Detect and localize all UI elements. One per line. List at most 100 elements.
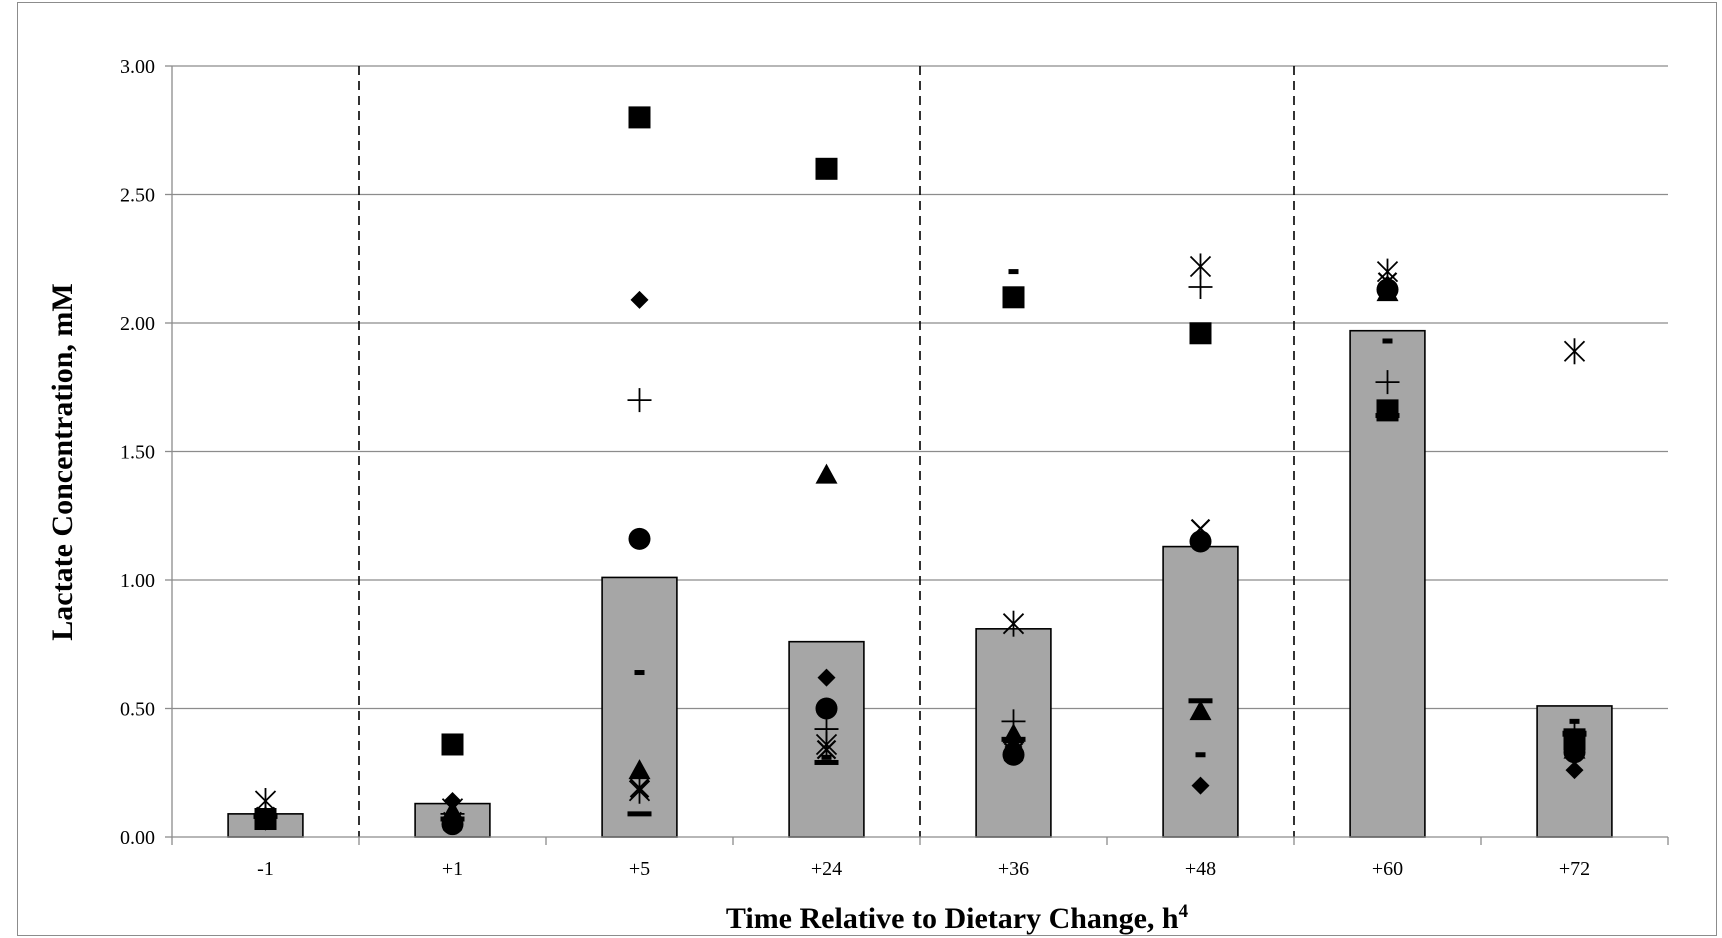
diamond-marker [630,290,649,309]
long-dash-shape [814,759,839,765]
square-shape [628,106,651,129]
y-tick-label: 2.00 [120,313,155,335]
x-tick-label: +5 [629,858,650,880]
square-marker [1376,399,1399,422]
dash-marker [1569,718,1580,724]
circle-marker [1189,530,1212,553]
x-stroke [1564,737,1585,757]
plus-marker [1375,370,1400,395]
circle-shape [815,697,838,720]
square-shape [1376,399,1399,422]
square-shape [815,157,838,180]
x-stroke [1190,518,1211,539]
axes: 0.00 0.50 1.00 1.50 2.00 2.50 3.00 -1 +1 +5 +24 +36… [120,56,1669,880]
dash-shape [1569,718,1580,724]
dash-shape [1195,752,1206,758]
y-tick-label: 0.00 [120,827,155,849]
triangle-shape [815,463,838,484]
x-tick-label: +24 [811,858,842,880]
plus-marker [440,801,465,826]
plus-marker [1001,709,1026,734]
square-marker [441,733,464,756]
x-marker [1190,518,1211,539]
triangle-marker [815,463,838,484]
dividers [358,66,1295,837]
dash-marker [821,754,832,760]
x-tick-label: +48 [1185,858,1216,880]
long-dash-marker [1188,698,1213,704]
long-dash-shape [1001,736,1026,742]
x-tick-label: +36 [998,858,1029,880]
long-dash-marker [1001,736,1026,742]
long-dash-marker [1562,731,1587,737]
square-marker [1189,322,1212,345]
dash-shape [634,670,645,676]
x-axis-title-text: Time Relative to Dietary Change, h [726,902,1179,935]
diamond-shape [1565,761,1584,780]
triangle-shape [628,759,651,780]
plus-marker [253,801,278,826]
circle-marker [1563,741,1586,764]
dash-shape [1008,269,1019,275]
x-tick-label: +1 [442,858,463,880]
y-tick-label: 2.50 [120,185,155,207]
star-marker [628,777,651,804]
long-dash-shape [627,811,652,817]
long-dash-shape [1562,731,1587,737]
triangle-marker [628,759,651,780]
diamond-shape [1191,776,1210,795]
circle-shape [1002,743,1025,766]
square-marker [1002,286,1025,309]
long-dash-marker [253,813,278,819]
x-marker [1003,742,1024,762]
circle-shape [1563,741,1586,764]
x-tick-label: -1 [257,858,274,880]
long-dash-marker [814,759,839,765]
star-marker [1002,610,1025,637]
x-tick-label: +72 [1559,858,1590,880]
long-dash-marker [627,811,652,817]
chart-frame [17,2,1717,936]
y-tick-label: 0.50 [120,699,155,721]
dash-marker [634,670,645,676]
triangle-marker [1189,700,1212,721]
dash-marker [1008,269,1019,275]
square-shape [441,733,464,756]
y-tick-label: 1.00 [120,570,155,592]
plus-marker [627,388,652,413]
plus-marker [1188,275,1213,300]
diamond-shape [630,290,649,309]
x-tick-label: +60 [1372,858,1403,880]
square-marker [628,106,651,129]
long-dash-marker [440,816,465,822]
star-marker [1376,258,1399,285]
diamond-marker [817,668,836,687]
square-marker [815,157,838,180]
y-tick-label: 1.50 [120,442,155,464]
star-marker [1563,338,1586,365]
long-dash-marker [1375,413,1400,419]
circle-shape [1376,278,1399,301]
circle-marker [1002,743,1025,766]
y-axis-title: Lactate Concentration, mM [46,283,79,640]
dash-marker [1195,752,1206,758]
circle-marker [628,527,651,550]
triangle-shape [1189,700,1212,721]
plus-marker [814,717,839,742]
x-axis-title-superscript: 4 [1179,901,1189,922]
dash-shape [1382,338,1393,344]
circle-marker [815,697,838,720]
circle-shape [628,527,651,550]
diamond-shape [817,668,836,687]
dash-marker [1382,338,1393,344]
square-shape [1002,286,1025,309]
diamond-marker [1191,776,1210,795]
long-dash-shape [440,816,465,822]
diamond-marker [1565,761,1584,780]
circle-shape [1189,530,1212,553]
long-dash-shape [1188,698,1213,704]
x-marker [1564,737,1585,757]
square-shape [1189,322,1212,345]
circle-marker [1376,278,1399,301]
